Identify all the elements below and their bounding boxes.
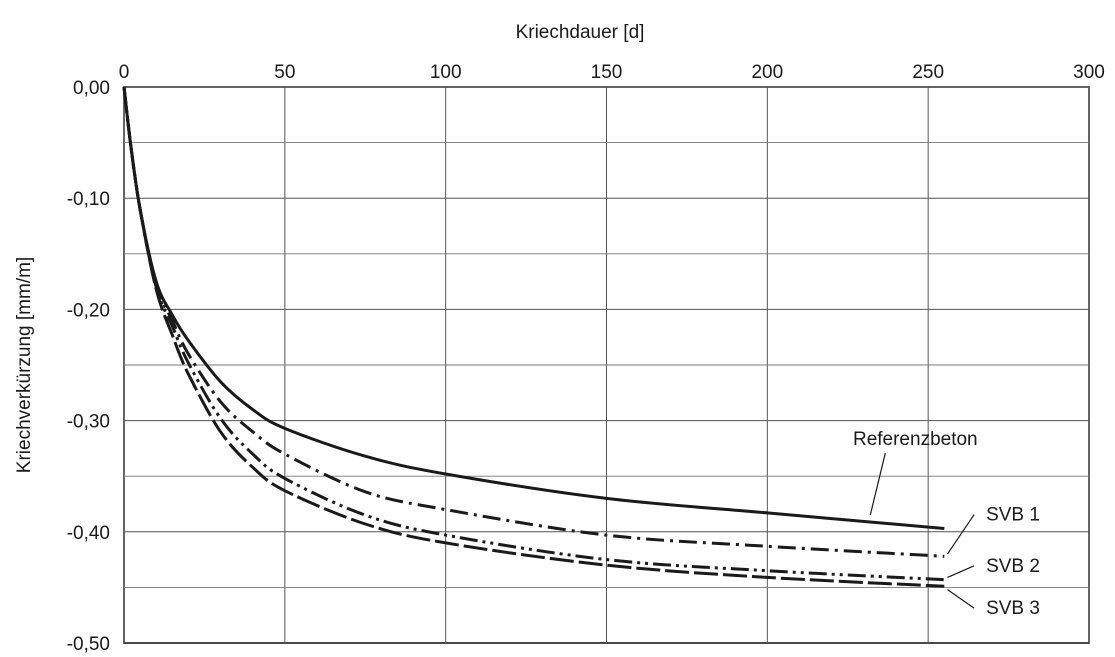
y-tick-label: -0,20 (67, 300, 110, 321)
series-line-svb-3 (122, 86, 945, 588)
y-tick-label: -0,40 (67, 523, 110, 544)
x-tick-label: 250 (912, 62, 944, 83)
x-tick-label: 200 (751, 62, 783, 83)
annotation-leader (947, 589, 975, 609)
annotation-leader (946, 514, 975, 555)
series-lines (122, 86, 945, 588)
series-line-svb-2 (122, 86, 945, 582)
series-annotations: Referenzbeton SVB 1 SVB 2 SVB 3 (853, 429, 1040, 619)
y-tick-label: 0,00 (73, 78, 110, 99)
y-tick-labels: 0,00 -0,10 -0,20 -0,30 -0,40 -0,50 (67, 78, 110, 655)
x-tick-label: 50 (274, 62, 295, 83)
annotation-leader (947, 565, 975, 578)
annotation-label: SVB 1 (986, 505, 1040, 526)
y-tick-label: -0,30 (67, 412, 110, 433)
x-tick-label: 0 (119, 62, 130, 83)
annotation-label: SVB 2 (986, 556, 1040, 577)
annotation-label: Referenzbeton (853, 429, 978, 450)
x-tick-labels: 0 50 100 150 200 250 300 (119, 62, 1105, 83)
annotation-leader (869, 452, 886, 516)
x-tick-label: 300 (1073, 62, 1105, 83)
series-line-svb-1 (122, 86, 945, 558)
y-tick-label: -0,50 (67, 634, 110, 655)
y-tick-label: -0,10 (67, 189, 110, 210)
x-axis-title: Kriechdauer [d] (516, 22, 645, 43)
x-tick-label: 100 (430, 62, 462, 83)
gridlines (123, 86, 1090, 643)
y-axis-title: Kriechverkürzung [mm/m] (14, 257, 35, 473)
x-tick-label: 150 (591, 62, 623, 83)
annotation-label: SVB 3 (986, 598, 1040, 619)
